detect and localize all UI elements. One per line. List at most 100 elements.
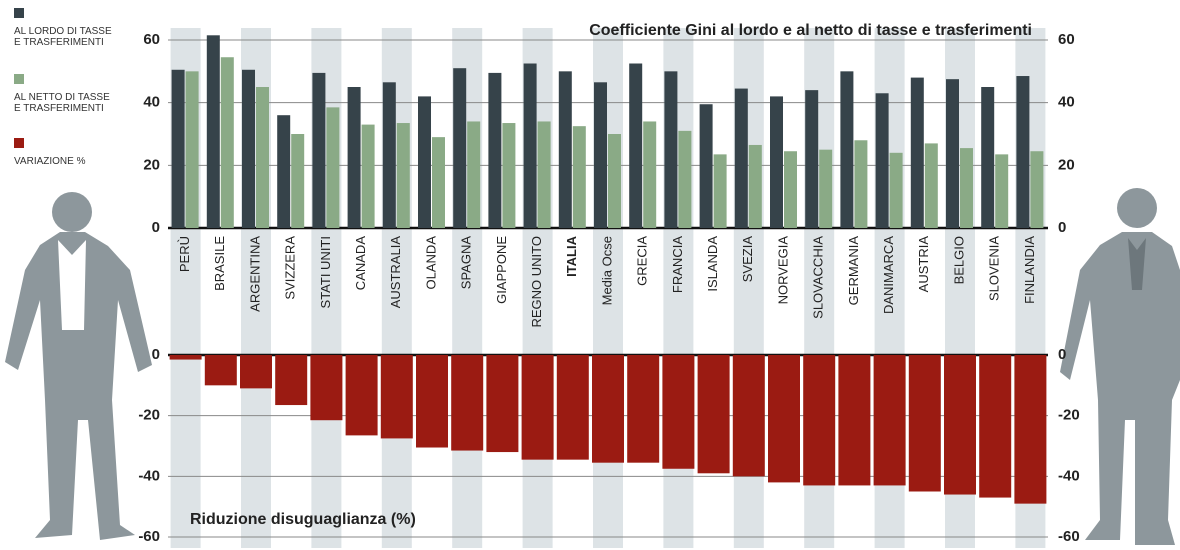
bar xyxy=(169,355,202,360)
bar xyxy=(488,72,502,229)
bar xyxy=(662,355,695,469)
y-tick-label: 60 xyxy=(143,31,160,48)
y-tick-label: 20 xyxy=(1058,156,1075,173)
bar xyxy=(629,63,643,228)
x-tick-label: SVEZIA xyxy=(740,236,755,283)
y-tick-label: -60 xyxy=(1058,528,1080,545)
bar xyxy=(873,355,906,486)
bar xyxy=(347,87,361,228)
silhouette-left xyxy=(5,192,152,540)
bar xyxy=(734,88,748,228)
legend-item: AL NETTO DI TASSE E TRASFERIMENTI xyxy=(14,74,110,114)
bar xyxy=(840,71,854,228)
bar xyxy=(803,355,836,486)
bar xyxy=(451,355,484,451)
bar xyxy=(416,355,448,448)
bar xyxy=(592,355,624,463)
bar xyxy=(291,134,305,228)
x-tick-label: DANIMARCA xyxy=(881,236,896,314)
y-tick-label: 0 xyxy=(152,219,160,236)
y-tick-label: -40 xyxy=(1058,467,1080,484)
bar xyxy=(240,355,272,389)
bar xyxy=(627,355,660,463)
legend-swatch xyxy=(14,8,24,18)
bar xyxy=(521,355,554,460)
legend-label: AL NETTO DI TASSE E TRASFERIMENTI xyxy=(14,92,110,114)
bar xyxy=(981,87,995,228)
x-tick-label: SLOVENIA xyxy=(987,236,1002,301)
bar xyxy=(854,140,868,228)
bar xyxy=(204,355,237,386)
bar xyxy=(310,355,343,421)
bar xyxy=(608,134,621,228)
silhouette-right xyxy=(1060,188,1180,545)
bar xyxy=(908,355,941,492)
x-tick-label: ARGENTINA xyxy=(247,236,262,312)
bar xyxy=(924,143,938,228)
bar xyxy=(558,71,572,228)
bar xyxy=(875,93,889,229)
bar xyxy=(732,355,765,477)
x-tick-label: BRASILE xyxy=(212,236,227,291)
bar xyxy=(486,355,519,453)
x-tick-label: GERMANIA xyxy=(846,236,861,306)
legend-item: VARIAZIONE % xyxy=(14,138,86,167)
bar xyxy=(889,152,903,228)
bar xyxy=(979,355,1012,498)
y-tick-label: -20 xyxy=(1058,407,1080,424)
x-tick-label: SPAGNA xyxy=(459,236,474,290)
bar xyxy=(502,123,516,228)
bar xyxy=(748,144,762,228)
x-tick-label: ITALIA xyxy=(564,235,579,277)
bar xyxy=(805,90,819,228)
y-tick-label: 40 xyxy=(1058,94,1075,111)
y-tick-label: 0 xyxy=(1058,219,1066,236)
bar xyxy=(467,121,481,228)
bar xyxy=(664,71,678,228)
bar xyxy=(380,355,413,439)
bar xyxy=(768,355,800,483)
x-tick-label: AUSTRIA xyxy=(916,236,931,293)
bar xyxy=(960,148,973,228)
bar xyxy=(995,154,1009,228)
chart-title: Riduzione disuguaglianza (%) xyxy=(190,511,416,528)
x-tick-label: SVIZZERA xyxy=(283,236,298,300)
bar xyxy=(1014,355,1047,504)
y-tick-label: 60 xyxy=(1058,31,1075,48)
bar xyxy=(345,355,378,436)
bar xyxy=(312,72,326,229)
legend-swatch xyxy=(14,138,24,148)
bar xyxy=(171,69,185,229)
bar xyxy=(1016,76,1030,229)
bar xyxy=(220,57,234,228)
x-tick-label: AUSTRALIA xyxy=(388,236,403,309)
x-tick-label: BELGIO xyxy=(951,236,966,284)
x-tick-label: FRANCIA xyxy=(670,236,685,293)
bar xyxy=(275,355,308,406)
x-tick-label: CANADA xyxy=(353,236,368,291)
bar xyxy=(361,124,375,228)
bar xyxy=(910,77,924,228)
bar xyxy=(256,87,269,228)
legend-swatch xyxy=(14,74,24,84)
chart-title: Coefficiente Gini al lordo e al netto di… xyxy=(589,22,1032,39)
x-tick-label: GRECIA xyxy=(635,236,650,286)
bar xyxy=(537,121,551,228)
legend-label: AL LORDO DI TASSE E TRASFERIMENTI xyxy=(14,26,112,48)
bar xyxy=(206,35,220,228)
bar xyxy=(643,121,657,228)
bar xyxy=(382,82,396,228)
y-tick-label: -40 xyxy=(138,467,160,484)
x-tick-label: OLANDA xyxy=(423,236,438,290)
x-tick-label: ISLANDA xyxy=(705,236,720,292)
bar xyxy=(453,68,467,228)
bar xyxy=(784,151,797,228)
x-tick-label: FINLANDIA xyxy=(1022,236,1037,304)
bar xyxy=(838,355,871,486)
bar xyxy=(944,355,976,495)
bar xyxy=(594,82,607,228)
bar xyxy=(572,126,586,228)
bar xyxy=(523,63,537,228)
